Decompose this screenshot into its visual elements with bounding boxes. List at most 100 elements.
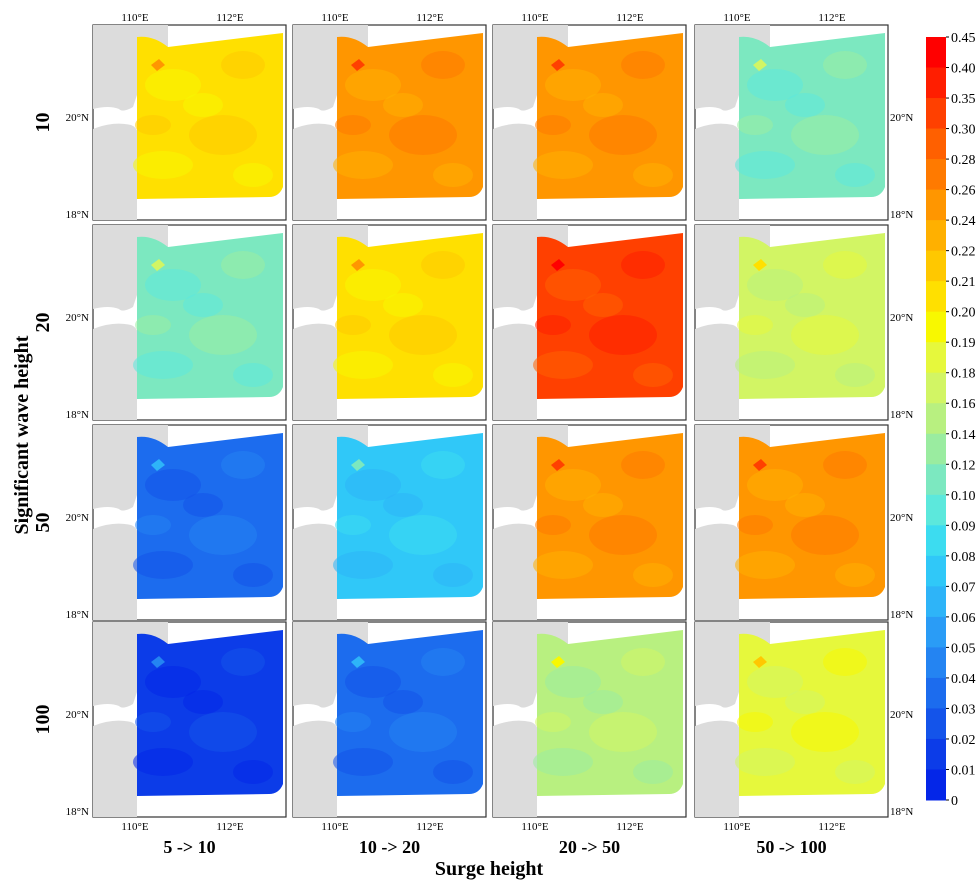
colorbar-swatch (926, 98, 946, 130)
sea-texture (389, 515, 457, 555)
colorbar: 0.45 0.40 0.35 0.30 0.28 0.26 0.24 0.22 0.21 0.20… (926, 31, 976, 809)
sea-texture (233, 363, 273, 387)
sea-texture (589, 315, 657, 355)
sea-texture (133, 748, 193, 776)
sea-texture (189, 315, 257, 355)
sea-texture (389, 315, 457, 355)
sea-texture (633, 363, 673, 387)
colorbar-tick-label: 0.06 (951, 611, 976, 626)
sea-texture (533, 551, 593, 579)
sea-texture (633, 163, 673, 187)
colorbar-tick-label: 0.14 (951, 428, 976, 443)
colorbar-swatch (926, 464, 946, 496)
map-panel-r1-c3 (492, 24, 687, 221)
map-panel-r1-c1: 20°N 18°N 10 (32, 24, 287, 221)
sea-texture (421, 51, 465, 79)
sea-texture (785, 93, 825, 117)
sea-texture (535, 115, 571, 135)
coastal-inlet (753, 459, 767, 471)
map-panel-r4-c1: 20°N 18°N 100 (32, 621, 287, 818)
sea-texture (183, 493, 223, 517)
sea-texture (835, 363, 875, 387)
lat-tick-label: 18°N (890, 409, 913, 421)
colorbar-tick-label: 0.28 (951, 153, 976, 168)
lat-tick-label: 20°N (890, 512, 913, 524)
sea-texture (433, 163, 473, 187)
sea-texture (383, 93, 423, 117)
sea-texture (135, 115, 171, 135)
lon-tick-label: 112°E (818, 821, 845, 833)
sea-texture (133, 151, 193, 179)
lon-tick-label: 110°E (121, 821, 148, 833)
sea-texture (785, 690, 825, 714)
sea-texture (737, 515, 773, 535)
land-mass (293, 425, 368, 620)
colorbar-tick-label: 0.45 (951, 31, 976, 46)
colorbar-swatch (926, 525, 946, 557)
land-mass (493, 25, 568, 220)
sea-texture (737, 315, 773, 335)
sea-texture (135, 315, 171, 335)
colorbar-swatch (926, 37, 946, 69)
sea-texture (145, 469, 201, 501)
map-panel-r2-c4: 20°N 18°N (694, 224, 913, 421)
sea-texture (383, 690, 423, 714)
sea-texture (233, 163, 273, 187)
land-mass (293, 225, 368, 420)
sea-texture (421, 251, 465, 279)
lon-tick-label: 110°E (521, 12, 548, 24)
coastal-inlet (551, 459, 565, 471)
row-label: 100 (32, 705, 54, 735)
coastal-inlet (753, 59, 767, 71)
row-label: 20 (32, 313, 54, 333)
sea-texture (583, 93, 623, 117)
sea-texture (791, 712, 859, 752)
coastal-inlet (351, 259, 365, 271)
sea-texture (621, 251, 665, 279)
colorbar-tick-label: 0.01 (951, 763, 976, 778)
sea-texture (345, 69, 401, 101)
map-panel-r3-c4: 20°N 18°N (694, 424, 913, 621)
sea-texture (735, 748, 795, 776)
colorbar-tick-label: 0.40 (951, 62, 976, 77)
lat-tick-label: 20°N (66, 709, 89, 721)
colorbar-swatch (926, 738, 946, 770)
colorbar-tick-label: 0.26 (951, 184, 976, 199)
panel-grid: 20°N18°N10 20°N18°N20°N18°N20 20°N18°N20°N… (32, 24, 913, 818)
colorbar-tick-label: 0.08 (951, 550, 976, 565)
colorbar-tick-label: 0.22 (951, 245, 976, 260)
lon-tick-label: 112°E (216, 821, 243, 833)
map-panel-r1-c2 (292, 24, 487, 221)
sea-texture (835, 563, 875, 587)
sea-texture (383, 493, 423, 517)
sea-texture (583, 690, 623, 714)
sea-texture (221, 251, 265, 279)
sea-texture (135, 712, 171, 732)
sea-texture (633, 760, 673, 784)
sea-texture (747, 666, 803, 698)
sea-texture (545, 666, 601, 698)
colorbar-swatch (926, 616, 946, 648)
sea-texture (823, 451, 867, 479)
lat-tick-label: 20°N (890, 709, 913, 721)
colorbar-tick-label: 0.16 (951, 397, 976, 412)
sea-texture (333, 151, 393, 179)
sea-texture (133, 351, 193, 379)
sea-texture (545, 469, 601, 501)
map-panel-r3-c2 (292, 424, 487, 621)
column-label: 5 -> 10 (163, 837, 215, 857)
sea-texture (621, 648, 665, 676)
lon-tick-label: 112°E (416, 12, 443, 24)
coastal-inlet (351, 459, 365, 471)
sea-texture (535, 712, 571, 732)
land-mass (695, 622, 770, 817)
sea-texture (791, 315, 859, 355)
lon-tick-label: 112°E (216, 12, 243, 24)
coastal-inlet (351, 656, 365, 668)
colorbar-tick-label: 0.24 (951, 214, 976, 229)
sea-texture (823, 648, 867, 676)
sea-texture (621, 51, 665, 79)
sea-texture (791, 115, 859, 155)
sea-texture (145, 666, 201, 698)
